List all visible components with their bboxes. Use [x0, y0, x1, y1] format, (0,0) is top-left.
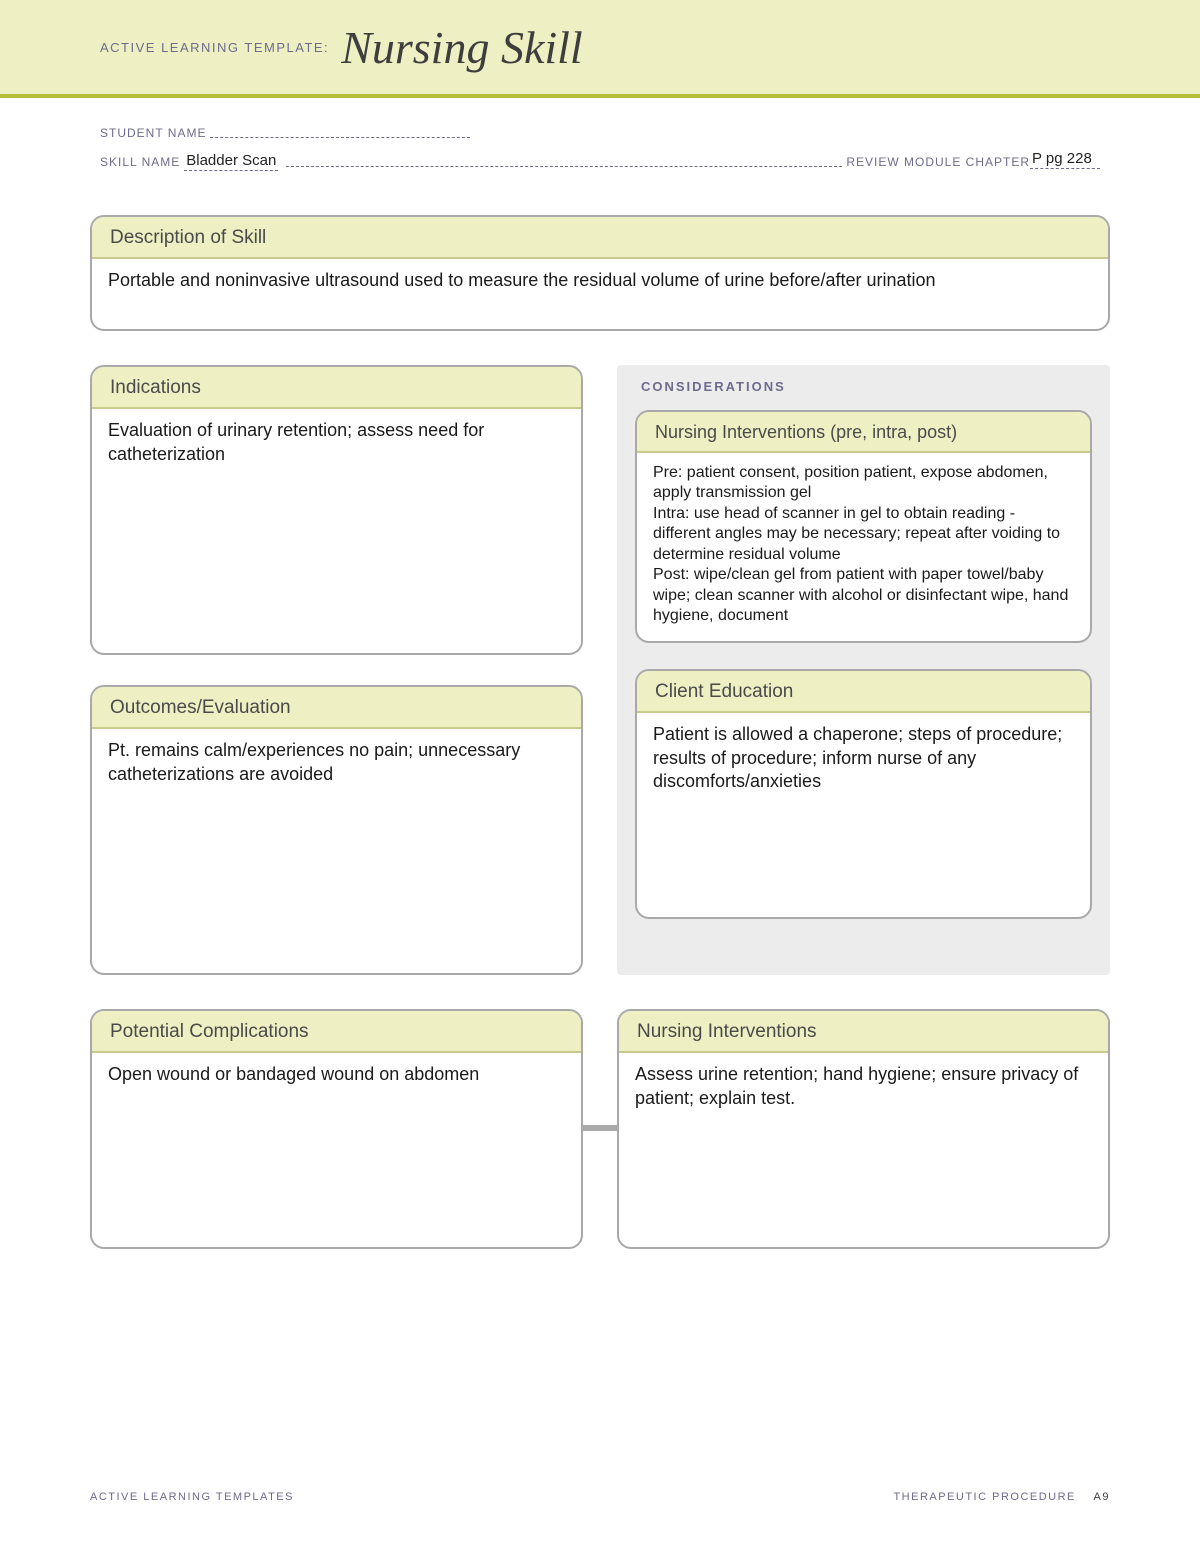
nursing-interventions-title: Nursing Interventions — [619, 1011, 1108, 1053]
considerations-panel: CONSIDERATIONS Nursing Interventions (pr… — [617, 365, 1110, 975]
potential-complications-title: Potential Complications — [92, 1011, 581, 1053]
indications-title: Indications — [92, 367, 581, 409]
nursing-interventions-box: Nursing Interventions Assess urine reten… — [617, 1009, 1110, 1249]
page: ACTIVE LEARNING TEMPLATE: Nursing Skill … — [0, 0, 1200, 1553]
footer-right-label: THERAPEUTIC PROCEDURE — [893, 1491, 1075, 1503]
bottom-row: Potential Complications Open wound or ba… — [90, 1009, 1110, 1249]
skill-name-value: Bladder Scan — [184, 152, 278, 171]
skill-name-row: SKILL NAME Bladder Scan REVIEW MODULE CH… — [100, 150, 1100, 169]
indications-box: Indications Evaluation of urinary retent… — [90, 365, 583, 655]
middle-row: Indications Evaluation of urinary retent… — [90, 365, 1110, 975]
description-box: Description of Skill Portable and noninv… — [90, 215, 1110, 331]
nursing-interventions-pip-box: Nursing Interventions (pre, intra, post)… — [635, 410, 1092, 643]
student-name-line — [210, 137, 470, 138]
nursing-interventions-pip-body: Pre: patient consent, position patient, … — [637, 453, 1090, 641]
outcomes-title: Outcomes/Evaluation — [92, 687, 581, 729]
footer-right-page: A9 — [1094, 1491, 1110, 1503]
meta-block: STUDENT NAME SKILL NAME Bladder Scan REV… — [0, 98, 1200, 169]
student-name-row: STUDENT NAME — [100, 126, 1100, 140]
footer-left: ACTIVE LEARNING TEMPLATES — [90, 1491, 294, 1503]
potential-complications-box: Potential Complications Open wound or ba… — [90, 1009, 583, 1249]
footer: ACTIVE LEARNING TEMPLATES THERAPEUTIC PR… — [0, 1491, 1200, 1503]
description-body: Portable and noninvasive ultrasound used… — [92, 259, 1108, 329]
outcomes-body: Pt. remains calm/experiences no pain; un… — [92, 729, 581, 801]
footer-right: THERAPEUTIC PROCEDURE A9 — [893, 1491, 1110, 1503]
client-education-box: Client Education Patient is allowed a ch… — [635, 669, 1092, 919]
potential-complications-body: Open wound or bandaged wound on abdomen — [92, 1053, 581, 1101]
review-label: REVIEW MODULE CHAPTER — [846, 155, 1030, 169]
header-band: ACTIVE LEARNING TEMPLATE: Nursing Skill — [0, 0, 1200, 98]
header-title: Nursing Skill — [341, 21, 583, 74]
nursing-interventions-body: Assess urine retention; hand hygiene; en… — [619, 1053, 1108, 1125]
student-name-label: STUDENT NAME — [100, 126, 206, 140]
skill-name-label: SKILL NAME — [100, 155, 180, 169]
client-education-title: Client Education — [637, 671, 1090, 713]
skill-name-line — [286, 166, 842, 167]
considerations-label: CONSIDERATIONS — [635, 379, 1092, 394]
left-column: Indications Evaluation of urinary retent… — [90, 365, 583, 975]
right-column: CONSIDERATIONS Nursing Interventions (pr… — [617, 365, 1110, 975]
indications-body: Evaluation of urinary retention; assess … — [92, 409, 581, 481]
header-prefix: ACTIVE LEARNING TEMPLATE: — [100, 40, 329, 55]
connector-bar — [583, 1125, 617, 1131]
nursing-interventions-pip-title: Nursing Interventions (pre, intra, post) — [637, 412, 1090, 453]
review-value: P pg 228 — [1030, 150, 1100, 169]
content: Description of Skill Portable and noninv… — [0, 179, 1200, 1249]
outcomes-box: Outcomes/Evaluation Pt. remains calm/exp… — [90, 685, 583, 975]
description-title: Description of Skill — [92, 217, 1108, 259]
client-education-body: Patient is allowed a chaperone; steps of… — [637, 713, 1090, 808]
